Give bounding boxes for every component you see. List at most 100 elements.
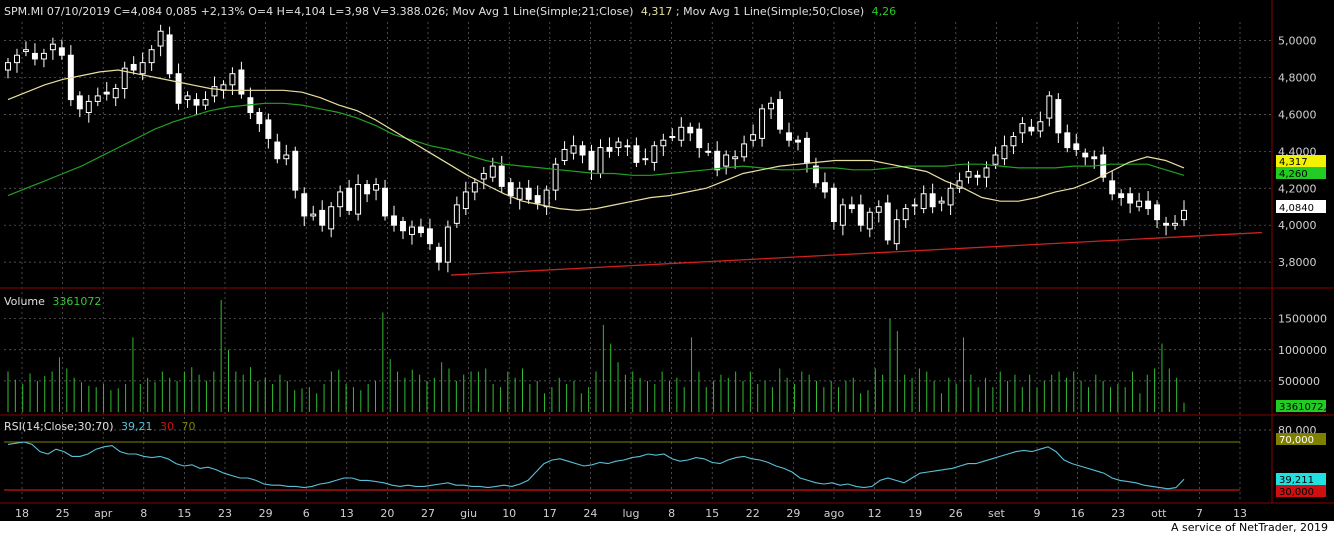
candle-body: [651, 145, 658, 163]
x-tick-label: 23: [218, 507, 232, 520]
candle-body: [768, 102, 775, 110]
candle-body: [391, 215, 397, 226]
candle-body: [202, 99, 209, 106]
candle-body: [265, 119, 272, 139]
candle-body: [830, 187, 837, 222]
ma21-tag-text: 4,317: [1279, 157, 1308, 168]
candle-body: [956, 180, 963, 189]
price-tag-text: 4,0840: [1279, 203, 1314, 214]
volume-y-tick-label: 500000: [1278, 375, 1320, 388]
candle-body: [498, 165, 505, 187]
candle-body: [983, 167, 990, 178]
candle-body: [866, 211, 873, 230]
candle-body: [157, 30, 164, 47]
x-tick-label: ago: [824, 507, 845, 520]
price-panel: [5, 24, 1263, 276]
candle-body: [732, 156, 739, 160]
candle-body: [687, 126, 694, 134]
price-tag: 4,0840: [1276, 200, 1326, 214]
candle-body: [409, 226, 415, 235]
rsi-lower-tag: 30,000: [1276, 485, 1326, 498]
candle-body: [1154, 204, 1161, 221]
x-tick-label: 8: [140, 507, 147, 520]
candle-body: [453, 204, 460, 224]
candle-body: [274, 141, 281, 160]
candle-body: [256, 112, 263, 125]
x-tick-label: 17: [543, 507, 557, 520]
candle-body: [310, 213, 317, 217]
candle-body: [705, 150, 712, 153]
candle-body: [1145, 200, 1152, 210]
x-tick-label: 12: [868, 507, 882, 520]
candle-body: [1100, 154, 1107, 178]
candle-body: [723, 154, 730, 167]
x-tick-label: lug: [622, 507, 639, 520]
candle-body: [103, 91, 110, 95]
candle-body: [193, 99, 200, 106]
candle-body: [884, 202, 891, 241]
footer-credit: A service of NetTrader, 2019: [1169, 521, 1330, 534]
header-main: SPM.MI 07/10/2019 C=4,084 0,085 +2,13% O…: [4, 5, 633, 18]
candle-body: [660, 139, 667, 147]
candle-body: [444, 226, 451, 263]
candle-body: [848, 204, 855, 210]
candle-body: [31, 52, 38, 60]
candle-body: [588, 150, 595, 171]
candle-body: [839, 204, 846, 226]
candle-body: [40, 52, 47, 60]
candle-body: [283, 154, 290, 160]
x-tick-label: 18: [15, 507, 29, 520]
candle-body: [1172, 222, 1178, 226]
ma50-tag-text: 4,260: [1279, 169, 1308, 180]
candle-body: [534, 195, 541, 204]
candle-body: [893, 219, 900, 245]
candle-body: [786, 132, 792, 141]
candle-body: [382, 187, 389, 217]
candle-body: [346, 187, 353, 211]
x-tick-label: ott: [1151, 507, 1167, 520]
candle-body: [678, 126, 685, 141]
x-tick-label: 22: [746, 507, 760, 520]
candle-body: [292, 150, 299, 191]
price-y-tick-label: 4,2000: [1278, 182, 1317, 195]
candle-body: [337, 191, 344, 208]
candle-body: [714, 150, 721, 171]
volume-tag: 3361072,: [1276, 400, 1327, 413]
candle-body: [148, 49, 155, 64]
candle-body: [1046, 95, 1053, 119]
x-tick-label: giu: [460, 507, 477, 520]
candle-body: [1118, 193, 1125, 198]
price-y-tick-label: 4,0000: [1278, 219, 1317, 232]
candle-body: [1127, 193, 1134, 204]
candle-body: [624, 145, 631, 148]
candle-body: [166, 34, 173, 75]
candle-body: [929, 193, 936, 208]
candle-body: [1064, 132, 1071, 149]
x-tick-label: 29: [259, 507, 273, 520]
candle-body: [615, 141, 622, 149]
candle-body: [669, 136, 676, 139]
x-tick-label: 13: [1233, 507, 1247, 520]
candle-body: [184, 95, 191, 101]
price-y-tick-label: 4,6000: [1278, 108, 1317, 121]
candle-body: [1181, 209, 1187, 221]
x-tick-label: 16: [1071, 507, 1085, 520]
candle-body: [364, 184, 371, 195]
x-tick-label: apr: [94, 507, 113, 520]
x-tick-label: 7: [1196, 507, 1203, 520]
header-mid: ; Mov Avg 1 Line(Simple;50;Close): [676, 5, 864, 18]
candle-body: [1163, 222, 1170, 226]
candle-body: [741, 143, 748, 158]
volume-tag-text: 3361072,: [1279, 402, 1327, 413]
candle-body: [1073, 143, 1080, 150]
volume-y-tick-label: 1500000: [1278, 313, 1327, 326]
grid-lines: [4, 22, 1272, 502]
rsi-panel: [4, 441, 1240, 491]
rsi-upper-tag-text: 70,000: [1279, 435, 1314, 446]
candle-body: [597, 147, 604, 174]
candle-body: [947, 187, 954, 206]
candle-body: [821, 182, 828, 193]
x-tick-label: 6: [303, 507, 310, 520]
x-tick-label: 20: [380, 507, 394, 520]
candle-body: [489, 165, 496, 178]
